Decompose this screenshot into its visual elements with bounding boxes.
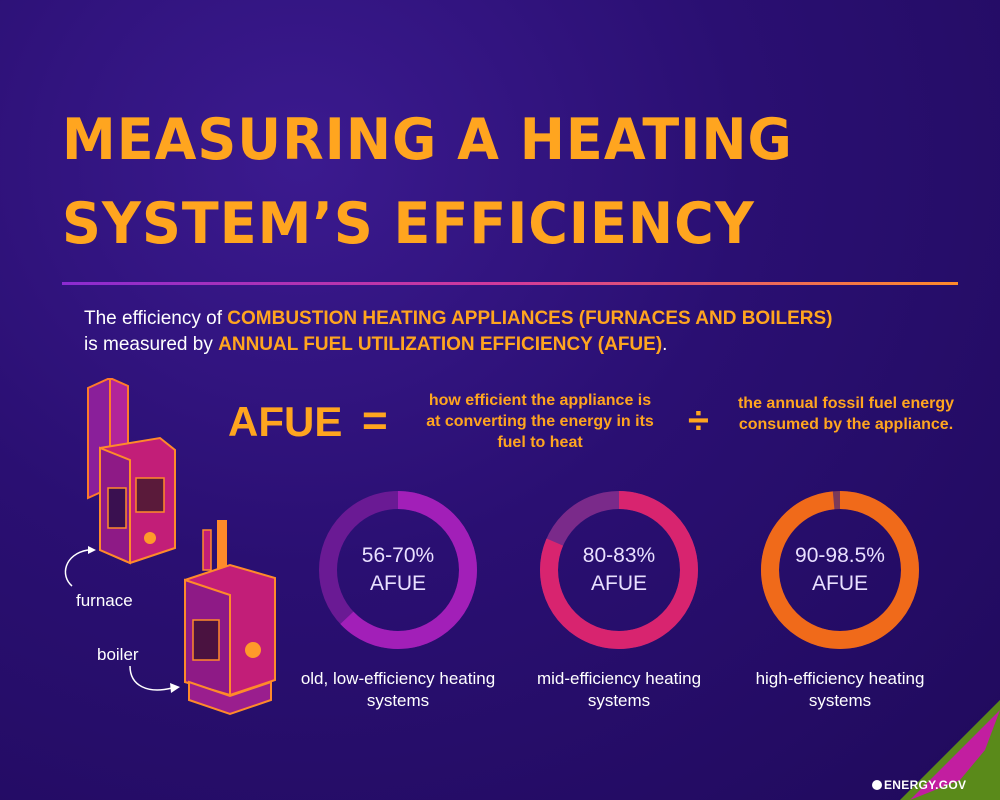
gauge-caption-mid: mid-efficiency heating systems: [536, 669, 702, 710]
gauge-low-efficiency: 56-70% AFUE: [318, 490, 478, 650]
title-divider: [62, 282, 958, 285]
gauge-high-efficiency: 90-98.5% AFUE: [760, 490, 920, 650]
equals-sign: =: [362, 396, 388, 445]
intro-part-1: The efficiency of: [84, 308, 228, 329]
afue-label: AFUE: [228, 398, 343, 445]
formula-denominator: the annual fossil fuel energy consumed b…: [737, 395, 955, 433]
gauge-value: 56-70% AFUE: [318, 542, 478, 598]
furnace-pointer-arrow: [64, 546, 96, 587]
intro-highlight-afue: ANNUAL FUEL UTILIZATION EFFICIENCY (AFUE…: [218, 334, 663, 355]
gauge-fill: [761, 491, 919, 649]
intro-text: The efficiency of COMBUSTION HEATING APP…: [84, 306, 832, 358]
gauge-fill: [319, 491, 477, 649]
formula-numerator: how efficient the appliance is at conver…: [426, 392, 654, 451]
furnace-illustration: [87, 378, 176, 565]
boiler-pointer-arrow: [129, 665, 180, 693]
gauge-range: 80-83%: [582, 544, 656, 567]
intro-highlight-appliances: COMBUSTION HEATING APPLIANCES (FURNACES …: [227, 308, 833, 329]
furnace-label: furnace: [76, 591, 133, 610]
gauge-unit: AFUE: [811, 572, 868, 595]
gauge-range: 56-70%: [361, 544, 435, 567]
intro-part-3: .: [662, 334, 668, 355]
title-line-2: SYSTEM’S EFFICIENCY: [62, 190, 755, 257]
intro-part-2: is measured by: [84, 334, 219, 355]
logo-text: ENERGY.GOV: [884, 778, 967, 792]
page-curl-corner: [900, 700, 1000, 800]
title-line-1: MEASURING A HEATING: [62, 106, 793, 173]
boiler-illustration: [184, 520, 276, 716]
energy-gov-logo[interactable]: ENERGY.GOV: [872, 778, 966, 792]
boiler-label: boiler: [97, 645, 139, 664]
gauge-value: 80-83% AFUE: [539, 542, 699, 598]
energy-seal-icon: [872, 780, 882, 790]
gauge-unit: AFUE: [590, 572, 647, 595]
gauge-unit: AFUE: [369, 572, 426, 595]
gauge-fill: [540, 491, 698, 649]
gauge-value: 90-98.5% AFUE: [760, 542, 920, 598]
gauge-caption-high: high-efficiency heating systems: [755, 669, 925, 710]
gauge-mid-efficiency: 80-83% AFUE: [539, 490, 699, 650]
page-title: MEASURING A HEATING SYSTEM’S EFFICIENCY: [62, 98, 793, 266]
gauge-caption-low: old, low-efficiency heating systems: [300, 669, 496, 710]
divide-sign: ÷: [688, 400, 709, 442]
gauge-range: 90-98.5%: [795, 544, 885, 567]
